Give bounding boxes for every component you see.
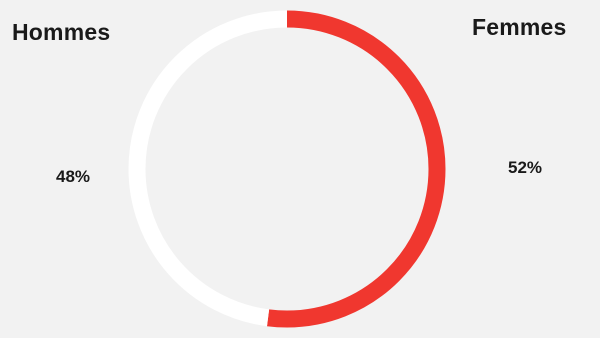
category-label-femmes: Femmes [472,14,567,40]
value-label-femmes: 52% [508,158,543,177]
donut-slices [128,10,446,328]
value-label-hommes: 48% [56,167,91,186]
donut-slice-hommes [128,10,446,328]
category-label-hommes: Hommes [12,19,111,45]
